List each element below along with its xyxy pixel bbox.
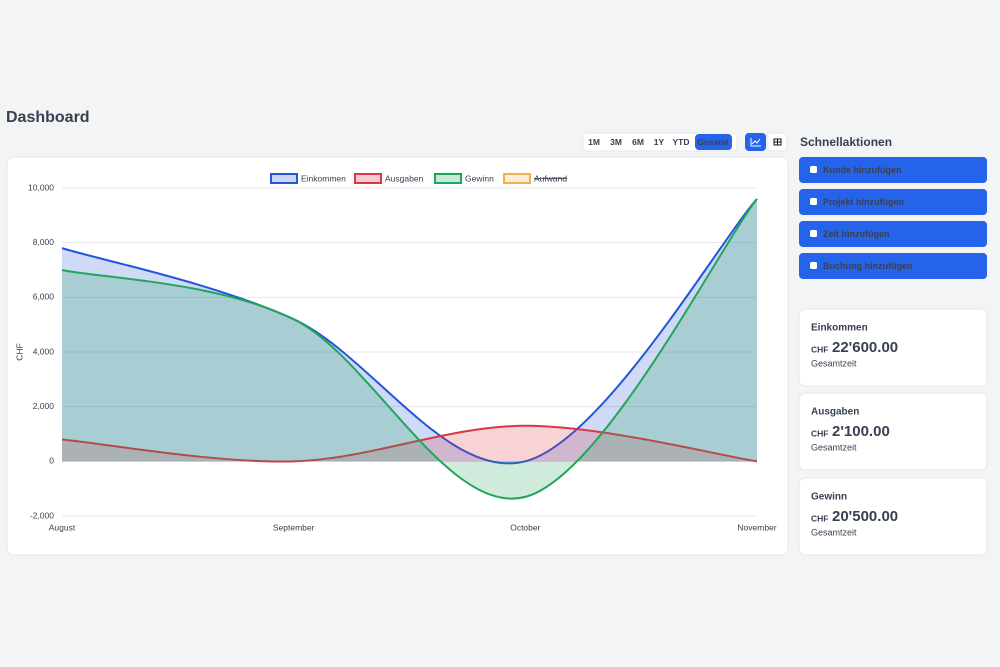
legend-label[interactable]: Ausgaben: [385, 173, 424, 183]
action-button[interactable]: [799, 189, 987, 215]
legend-swatch[interactable]: [434, 173, 462, 184]
x-tick-label: August: [49, 522, 76, 532]
stat-period: Gesamtzeit: [811, 442, 857, 452]
table-icon: [773, 138, 782, 146]
action-icon: [810, 198, 817, 205]
stat-title: Ausgaben: [811, 407, 859, 418]
legend-swatch[interactable]: [354, 173, 382, 184]
series-line: [61, 198, 758, 465]
legend-label[interactable]: Gewinn: [465, 173, 494, 183]
series-area: [62, 198, 757, 499]
x-tick-label: October: [510, 522, 540, 532]
action-icon: [810, 262, 817, 269]
y-tick-label: 10,000: [28, 182, 54, 192]
chart-icon: [750, 138, 761, 147]
range-button[interactable]: 1M: [588, 137, 600, 147]
action-icon: [810, 166, 817, 173]
y-tick-label: -2,000: [30, 510, 54, 520]
stat-title: Einkommen: [811, 323, 868, 334]
action-button[interactable]: [799, 221, 987, 247]
range-button[interactable]: 6M: [632, 137, 644, 147]
action-icon: [810, 230, 817, 237]
stat-currency: CHF: [811, 513, 828, 523]
x-tick-label: November: [737, 522, 776, 532]
legend-label[interactable]: Aufwand: [534, 173, 567, 183]
range-button-active[interactable]: [695, 134, 732, 150]
action-label[interactable]: Kunde hinzufügen: [823, 165, 902, 175]
action-label[interactable]: Buchung hinzufügen: [823, 261, 912, 271]
legend-swatch[interactable]: [270, 173, 298, 184]
series-line: [61, 198, 758, 500]
stat-period: Gesamtzeit: [811, 358, 857, 368]
section-title: Schnellaktionen: [800, 135, 892, 149]
range-button[interactable]: 1Y: [654, 137, 665, 147]
y-axis-label: CHF: [14, 343, 24, 360]
y-tick-label: 8,000: [33, 237, 55, 247]
stat-amount: 20'500.00: [832, 508, 898, 525]
stat-amount: 22'600.00: [832, 339, 898, 356]
legend-swatch[interactable]: [503, 173, 531, 184]
x-tick-label: September: [273, 522, 315, 532]
range-button[interactable]: Gesamt: [697, 137, 728, 147]
stat-period: Gesamtzeit: [811, 527, 857, 537]
legend-label[interactable]: Einkommen: [301, 173, 346, 183]
series-line: [61, 424, 758, 463]
stat-currency: CHF: [811, 428, 828, 438]
stat-amount: 2'100.00: [832, 423, 890, 440]
page-title: Dashboard: [6, 109, 90, 126]
action-label[interactable]: Zeit hinzufügen: [823, 229, 890, 239]
y-tick-label: 6,000: [33, 292, 55, 302]
y-tick-label: 0: [49, 456, 54, 466]
stat-currency: CHF: [811, 344, 828, 354]
action-button[interactable]: [799, 253, 987, 279]
stat-title: Gewinn: [811, 492, 847, 503]
stat-card: [798, 308, 988, 387]
stat-card: [798, 477, 988, 556]
action-label[interactable]: Projekt hinzufügen: [823, 197, 904, 207]
stat-card: [798, 392, 988, 471]
chart-card: [6, 156, 789, 556]
y-tick-label: 2,000: [33, 401, 55, 411]
y-tick-label: 4,000: [33, 346, 55, 356]
range-button[interactable]: YTD: [673, 137, 690, 147]
series-area: [62, 198, 757, 464]
action-button[interactable]: [799, 157, 987, 183]
range-button[interactable]: 3M: [610, 137, 622, 147]
